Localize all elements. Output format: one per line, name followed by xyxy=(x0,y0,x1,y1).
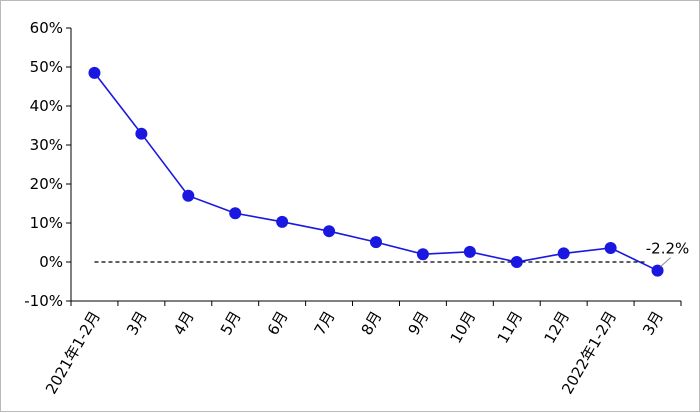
data-point xyxy=(463,245,476,258)
data-point xyxy=(416,248,429,261)
data-point xyxy=(510,256,523,268)
data-point xyxy=(276,215,289,228)
y-tick-label: 30% xyxy=(30,136,63,154)
x-tick-label: 3月 xyxy=(639,308,667,338)
x-tick-label: 11月 xyxy=(494,308,527,347)
x-tick-label: 4月 xyxy=(170,308,198,338)
y-tick-label: 60% xyxy=(30,19,63,37)
x-tick-label: 10月 xyxy=(447,308,480,347)
data-point xyxy=(182,189,195,202)
y-tick-label: -10% xyxy=(24,292,63,310)
x-tick-label: 8月 xyxy=(358,308,386,338)
y-tick-label: 0% xyxy=(39,253,63,271)
data-points xyxy=(88,66,664,277)
data-point xyxy=(557,247,570,260)
data-point xyxy=(323,225,336,238)
data-point xyxy=(604,241,617,254)
y-tick-label: 10% xyxy=(30,214,63,232)
x-tick-label: 5月 xyxy=(217,308,245,338)
y-tick-label: 50% xyxy=(30,58,63,76)
x-tick-label: 7月 xyxy=(311,308,339,338)
x-axis: 2021年1-2月 3月 4月 5月 6月 7月 8月 9月 10月 11月 12月2022年1-2… xyxy=(42,300,682,397)
data-label: -2.2% xyxy=(646,240,690,258)
data-point xyxy=(135,127,148,140)
data-point xyxy=(88,66,101,79)
x-tick-label: 6月 xyxy=(264,308,292,338)
y-axis: -10% 0% 10% 20% 30% 40% 50% 60% xyxy=(24,19,72,310)
x-tick-label: 12月 xyxy=(541,308,574,347)
data-point xyxy=(370,236,382,249)
annotation-leader xyxy=(660,257,671,267)
x-tick-label: 3月 xyxy=(123,308,151,338)
x-tick-label: 2021年1-2月 xyxy=(42,308,104,397)
y-tick-label: 20% xyxy=(30,175,63,193)
y-tick-label: 40% xyxy=(30,97,63,115)
data-point xyxy=(651,264,664,277)
annotations: -2.2% xyxy=(646,240,690,267)
x-tick-label: 9月 xyxy=(405,308,433,338)
data-point xyxy=(229,207,242,220)
